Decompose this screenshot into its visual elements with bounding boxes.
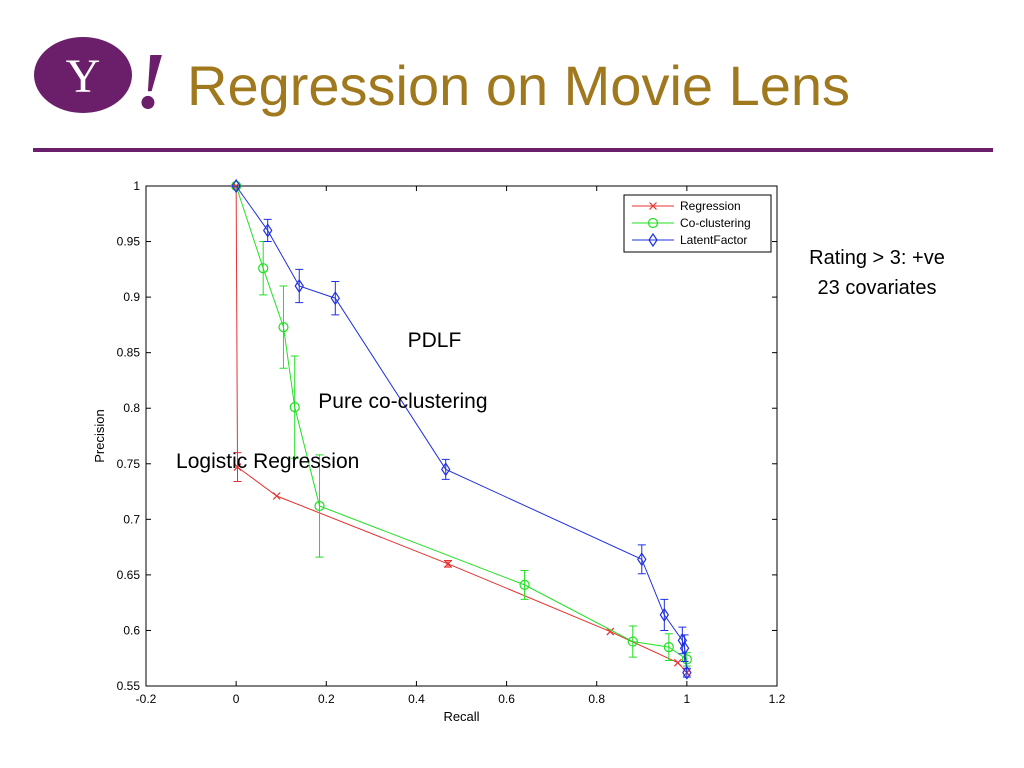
title-divider: [33, 148, 993, 152]
data-point: [679, 641, 690, 656]
legend-marker: [649, 202, 657, 210]
y-tick-label: 0.9: [123, 290, 140, 304]
data-point: [231, 178, 241, 194]
legend-marker: [647, 217, 659, 229]
annotation: Pure co-clustering: [318, 390, 487, 413]
svg-text:Y: Y: [66, 50, 101, 103]
data-point: [444, 559, 452, 568]
plot-area: [145, 185, 778, 687]
error-bar: [520, 569, 529, 600]
error-bar: [295, 268, 304, 304]
data-point: [519, 579, 530, 590]
y-tick-label: 0.6: [123, 623, 140, 637]
y-tick-label: 0.75: [117, 457, 141, 471]
data-point: [681, 654, 692, 665]
slide-title: Regression on Movie Lens: [187, 54, 851, 117]
data-point: [606, 627, 615, 636]
data-point: [314, 500, 325, 512]
x-tick-label: 1: [684, 692, 691, 706]
data-point: [627, 636, 638, 647]
y-tick-label: 0.85: [117, 346, 141, 360]
error-bar: [664, 633, 673, 661]
error-bar: [263, 218, 272, 243]
error-bar: [628, 625, 637, 658]
error-bar: [290, 355, 299, 459]
y-axis-label: Precision: [92, 409, 107, 462]
y-tick-label: 0.7: [123, 512, 140, 526]
y-tick-label: 1: [133, 179, 140, 193]
error-bar: [315, 454, 324, 558]
error-bar: [682, 667, 691, 678]
data-point: [294, 278, 304, 294]
legend-entry: Regression: [680, 199, 741, 213]
data-point: [330, 291, 341, 306]
x-tick-label: 0.2: [318, 692, 335, 706]
error-bar: [660, 598, 669, 631]
yahoo-logo: Y !: [33, 30, 173, 126]
svg-text:!: !: [135, 38, 166, 120]
error-bar: [331, 281, 340, 316]
annotation: Logistic Regression: [176, 450, 359, 473]
data-point: [682, 665, 692, 680]
data-point: [272, 492, 281, 500]
y-tick-label: 0.8: [123, 401, 140, 415]
note-line-2: 23 covariates: [817, 277, 937, 299]
error-bar: [637, 544, 646, 575]
data-point: [673, 658, 682, 667]
x-tick-label: 0.4: [408, 692, 425, 706]
data-point: [289, 402, 300, 413]
data-point: [262, 223, 273, 238]
data-point: [278, 322, 289, 333]
series-latentfactor: [231, 178, 692, 680]
y-tick-label: 0.95: [117, 235, 141, 249]
x-tick-label: -0.2: [136, 692, 157, 706]
annotation: PDLF: [408, 329, 462, 352]
y-tick-label: 0.55: [117, 679, 141, 693]
legend-entry: LatentFactor: [680, 233, 747, 247]
data-point: [663, 642, 674, 653]
data-point: [637, 552, 647, 567]
data-point: [659, 607, 670, 622]
legend-marker: [648, 232, 658, 248]
x-tick-label: 0: [233, 692, 240, 706]
data-point: [441, 462, 451, 477]
y-tick-label: 0.65: [117, 568, 141, 582]
x-tick-label: 0.6: [498, 692, 515, 706]
note-line-1: Rating > 3: +ve: [809, 247, 945, 269]
x-tick-label: 0.8: [588, 692, 605, 706]
error-bar: [279, 285, 288, 369]
error-bar: [680, 634, 689, 663]
side-note: Rating > 3: +ve 23 covariates: [782, 243, 972, 303]
x-axis-label: Recall: [443, 709, 479, 724]
x-tick-label: 1.2: [769, 692, 786, 706]
data-point: [233, 463, 242, 472]
data-point: [258, 263, 269, 274]
legend-entry: Co-clustering: [680, 216, 751, 230]
